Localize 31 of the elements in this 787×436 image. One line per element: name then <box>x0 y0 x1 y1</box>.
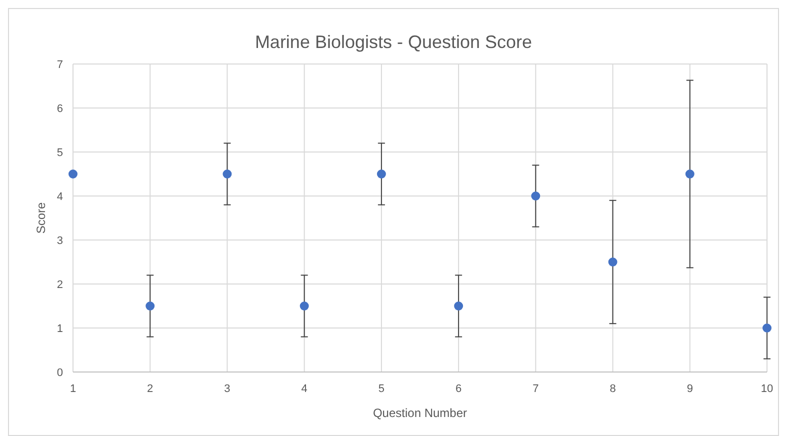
x-tick-label: 7 <box>532 383 539 395</box>
x-tick-label: 5 <box>378 383 385 395</box>
y-axis-title: Score <box>34 202 48 234</box>
point <box>68 170 78 178</box>
chart-title: Marine Biologists - Question Score <box>254 32 532 52</box>
y-tick-label: 4 <box>56 191 63 203</box>
y-tick-label: 0 <box>56 367 63 379</box>
point <box>762 324 772 332</box>
y-tick-label: 5 <box>56 147 63 159</box>
y-tick-label: 6 <box>56 103 63 115</box>
x-tick-label: 2 <box>147 383 154 395</box>
x-axis-title: Question Number <box>372 406 468 420</box>
point <box>454 302 464 310</box>
point <box>608 258 618 266</box>
point <box>531 192 540 200</box>
x-tick-label: 9 <box>686 383 693 395</box>
x-tick-label: 1 <box>70 383 76 395</box>
point <box>685 170 694 178</box>
y-tick-label: 1 <box>56 323 63 335</box>
point <box>222 170 232 178</box>
x-tick-label: 6 <box>455 383 462 395</box>
y-tick-label: 7 <box>56 59 63 71</box>
point <box>300 302 309 310</box>
y-tick-label: 2 <box>56 279 63 291</box>
point <box>376 170 386 178</box>
x-tick-label: 4 <box>301 383 308 395</box>
x-tick-label: 8 <box>610 383 616 395</box>
point <box>146 302 155 310</box>
x-tick-label: 10 <box>760 383 774 395</box>
x-tick-label: 3 <box>224 383 230 395</box>
y-tick-label: 3 <box>56 235 63 247</box>
